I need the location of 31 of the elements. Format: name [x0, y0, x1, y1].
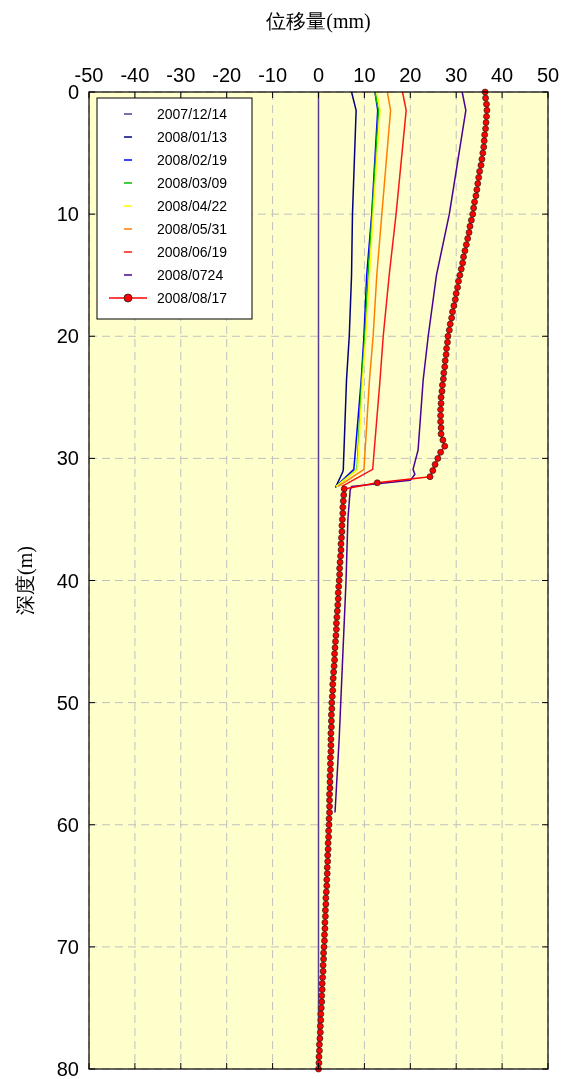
legend-label: 2008/04/22: [157, 197, 228, 214]
legend-label: 2008/05/31: [157, 220, 228, 237]
y-axis-title: 深度(m): [14, 546, 37, 615]
x-tick-label: 30: [445, 64, 468, 86]
legend-label: 2007/12/14: [157, 105, 228, 122]
y-tick-label: 20: [56, 325, 79, 348]
legend-label: 2008/02/19: [157, 151, 228, 168]
x-tick-label: 50: [536, 64, 560, 86]
x-axis-title: 位移量(mm): [266, 10, 371, 33]
y-tick-label: 10: [56, 203, 79, 226]
x-tick-label: -10: [258, 64, 288, 86]
line-series: [334, 91, 357, 489]
y-tick-label: 80: [56, 1058, 79, 1079]
y-tick-label: 40: [56, 569, 79, 592]
y-tick-label: 50: [56, 691, 79, 714]
legend-label: 2008/0724: [157, 266, 224, 283]
y-tick-label: 60: [56, 813, 79, 836]
x-tick-label: 10: [353, 64, 376, 86]
y-tick-label: 70: [56, 935, 79, 958]
legend-label: 2008/03/09: [157, 174, 228, 191]
x-tick-label: 40: [490, 64, 514, 86]
x-tick-label: 20: [399, 64, 422, 86]
legend-label: 2008/06/19: [157, 243, 228, 260]
x-tick-label: -40: [120, 64, 150, 86]
legend-label: 2008/01/13: [157, 128, 228, 145]
x-tick-label: -30: [166, 64, 196, 86]
legend-label: 2008/08/17: [157, 289, 228, 306]
x-tick-label: -20: [212, 64, 242, 86]
y-tick-label: 30: [56, 447, 79, 470]
line-series: [334, 91, 467, 814]
x-tick-label: 0: [312, 64, 325, 86]
